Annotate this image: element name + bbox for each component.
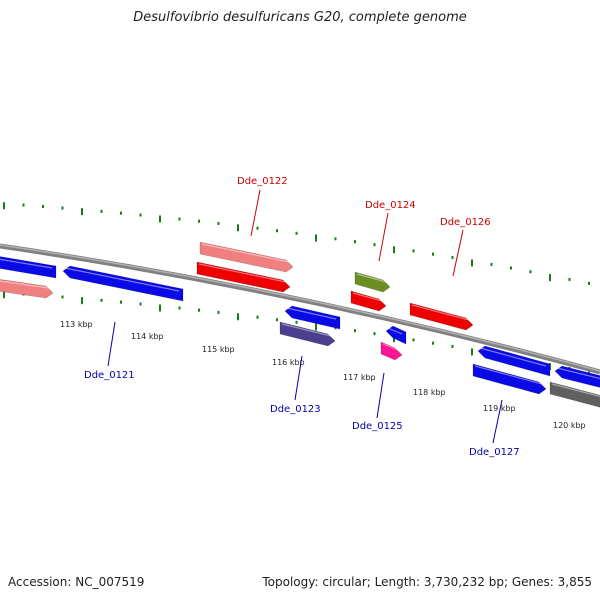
gene-feature-arrow[interactable] (350, 290, 387, 312)
gene-label[interactable]: Dde_0125 (352, 421, 403, 432)
gene-feature-arrow[interactable] (385, 325, 407, 345)
gene-label[interactable]: Dde_0123 (270, 404, 321, 415)
gene-feature-arrow[interactable] (554, 365, 600, 390)
kbp-label: 113 kbp (60, 320, 93, 329)
gene-feature-arrow[interactable] (199, 241, 294, 273)
kbp-label: 114 kbp (131, 332, 164, 341)
gene-labels: Dde_0121 Dde_0122 Dde_0123 Dde_0124 Dde_0125… (84, 176, 520, 458)
gene-feature-arrow[interactable] (380, 341, 403, 361)
feature-highlight (411, 304, 470, 321)
feature-highlight (0, 280, 50, 289)
gene-feature-arrow[interactable] (477, 345, 551, 377)
feature-highlight (356, 273, 387, 283)
gene-feature-arrow[interactable] (472, 363, 547, 395)
label-leader-line (378, 212, 389, 262)
gene-feature-arrow[interactable] (0, 278, 54, 299)
kbp-label: 120 kbp (553, 421, 586, 430)
gene-feature-arrow[interactable] (0, 256, 57, 279)
kbp-label: 115 kbp (202, 345, 235, 354)
feature-highlight (479, 347, 547, 367)
gene-label[interactable]: Dde_0121 (84, 370, 135, 381)
feature-highlight (281, 323, 332, 337)
feature-highlight (201, 243, 290, 263)
gene-feature-arrow[interactable] (549, 381, 600, 408)
label-leader-line (107, 321, 116, 367)
genome-backbone (0, 243, 600, 375)
gene-feature-arrow[interactable] (354, 271, 391, 293)
gene-feature-arrow[interactable] (279, 321, 336, 347)
label-leader-line (376, 372, 385, 419)
kbp-label: 118 kbp (413, 388, 446, 397)
feature-highlight (382, 343, 399, 351)
feature-highlight (0, 258, 53, 269)
kbp-labels: 113 kbp 114 kbp 115 kbp 116 kbp 117 kbp 118 k… (60, 320, 586, 430)
label-leaders (107, 189, 503, 444)
accession-text: Accession: NC_007519 (8, 575, 145, 589)
gene-features (0, 241, 600, 408)
gene-label[interactable]: Dde_0122 (237, 176, 288, 187)
feature-highlight (387, 327, 403, 335)
gene-feature-arrow[interactable] (409, 302, 474, 331)
outer-tick-marks (3, 202, 590, 285)
gene-feature-arrow[interactable] (196, 261, 291, 293)
gene-label[interactable]: Dde_0127 (469, 447, 520, 458)
kbp-label: 116 kbp (272, 358, 305, 367)
feature-highlight (474, 365, 543, 385)
feature-highlight (556, 367, 600, 380)
kbp-label: 119 kbp (483, 404, 516, 413)
gene-feature-arrow[interactable] (284, 305, 341, 330)
page-title: Desulfovibrio desulfuricans G20, complet… (133, 10, 467, 25)
gene-label[interactable]: Dde_0126 (440, 217, 491, 228)
label-leader-line (250, 189, 261, 237)
feature-highlight (64, 267, 180, 292)
gene-feature-arrow[interactable] (62, 265, 184, 302)
feature-highlight (286, 307, 337, 320)
kbp-label: 117 kbp (343, 373, 376, 382)
feature-highlight (551, 383, 600, 398)
topology-text: Topology: circular; Length: 3,730,232 bp… (262, 575, 592, 589)
label-leader-line (452, 229, 464, 277)
label-leader-line (294, 355, 303, 401)
label-leader-line (492, 399, 503, 444)
feature-highlight (352, 292, 383, 302)
feature-highlight (198, 263, 287, 283)
gene-label[interactable]: Dde_0124 (365, 200, 416, 211)
